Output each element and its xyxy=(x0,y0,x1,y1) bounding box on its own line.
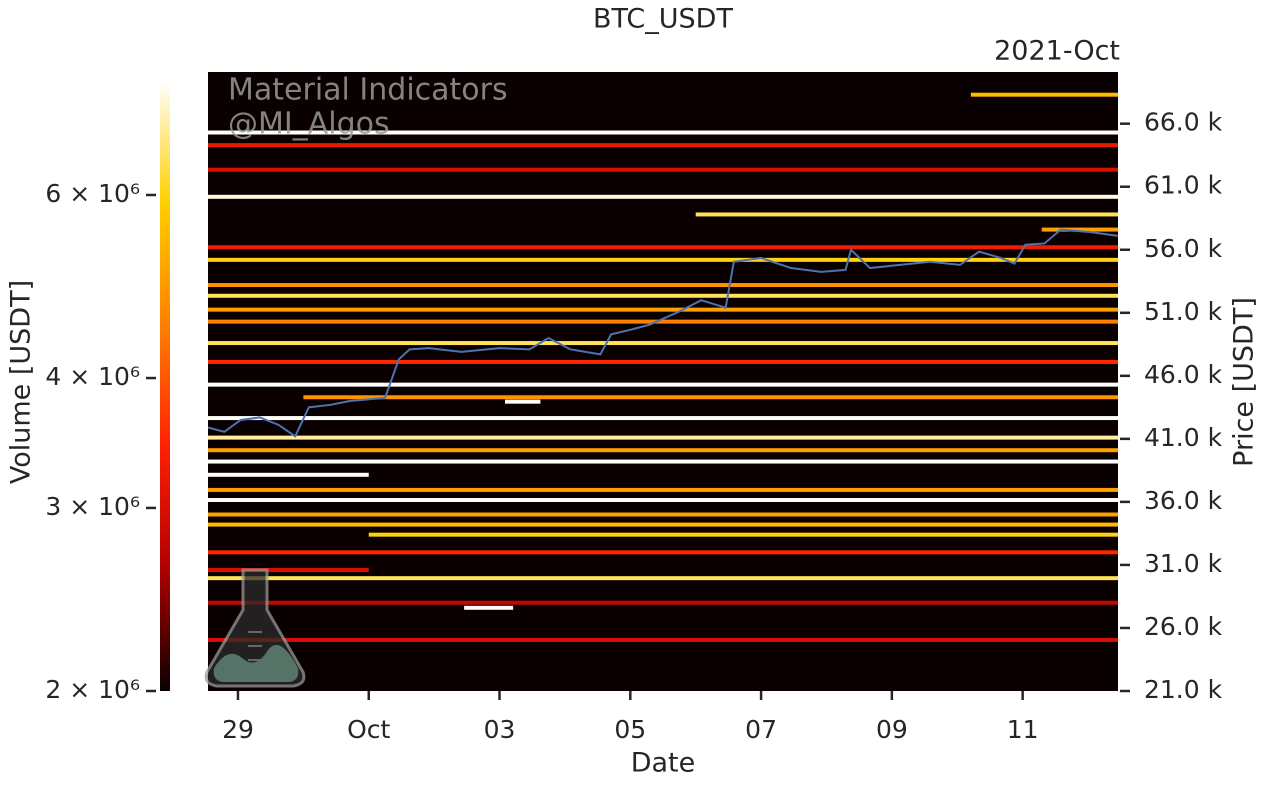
watermark: Material Indicators xyxy=(228,73,508,108)
heat-band xyxy=(208,359,1118,364)
y-tick-label: 31.0 k xyxy=(1144,549,1223,578)
heat-band xyxy=(208,448,1118,453)
y-tick-label: 26.0 k xyxy=(1144,612,1223,641)
heat-band xyxy=(208,307,1118,312)
heat-band xyxy=(208,567,369,572)
heat-band xyxy=(208,576,1118,581)
y-tick-label: 41.0 k xyxy=(1144,423,1223,452)
y-tick-label: 21.0 k xyxy=(1144,675,1223,704)
heat-band xyxy=(208,167,1118,172)
colorbar xyxy=(160,80,170,691)
heat-band xyxy=(1041,227,1118,232)
x-tick-label: 07 xyxy=(745,715,777,744)
heat-band xyxy=(208,522,1118,527)
heat-band xyxy=(208,293,1118,298)
heat-band xyxy=(208,130,1118,135)
x-tick-label: Oct xyxy=(347,715,390,744)
heatmap xyxy=(208,92,1119,642)
offset-label: 2021-Oct xyxy=(994,36,1120,67)
x-tick-label: 05 xyxy=(614,715,646,744)
heat-band xyxy=(695,212,1118,217)
colorbar-tick-label: 2 × 10⁶ xyxy=(45,675,140,704)
heat-band xyxy=(208,143,1118,148)
heat-band xyxy=(208,382,1118,387)
watermark: @MI_Algos xyxy=(228,107,390,142)
plot-area xyxy=(208,72,1118,691)
heat-band xyxy=(208,257,1118,262)
y-axis-label: Price [USDT] xyxy=(1229,297,1260,467)
heat-band xyxy=(208,600,1118,605)
x-tick-label: 29 xyxy=(222,715,254,744)
y-tick-label: 51.0 k xyxy=(1144,297,1223,326)
heat-band xyxy=(208,245,1118,250)
colorbar-tick-label: 4 × 10⁶ xyxy=(45,362,140,391)
colorbar-tick-label: 3 × 10⁶ xyxy=(45,492,140,521)
y-tick-label: 66.0 k xyxy=(1144,108,1223,137)
price-line xyxy=(207,228,1119,438)
heat-band xyxy=(208,512,1118,517)
heat-band xyxy=(208,459,1118,464)
x-tick-label: 09 xyxy=(876,715,908,744)
heat-band xyxy=(208,435,1118,440)
heat-band xyxy=(208,487,1118,492)
heat-band xyxy=(368,532,1118,537)
colorbar-tick-label: 6 × 10⁶ xyxy=(45,179,140,208)
heat-band xyxy=(208,472,369,477)
heat-band xyxy=(208,498,1118,503)
heat-band xyxy=(208,319,1118,324)
heat-band xyxy=(970,92,1118,97)
y-tick-label: 56.0 k xyxy=(1144,234,1223,263)
logo xyxy=(204,568,306,688)
x-tick-label: 03 xyxy=(484,715,516,744)
heat-band xyxy=(464,605,514,610)
chart-title: BTC_USDT xyxy=(593,4,733,35)
heat-band xyxy=(208,637,1118,642)
heat-band xyxy=(303,395,1119,400)
heat-band xyxy=(208,283,1118,288)
x-tick-label: 11 xyxy=(1007,715,1039,744)
heat-band xyxy=(208,550,1118,555)
colorbar-label: Volume [USDT] xyxy=(6,280,37,484)
y-tick-label: 46.0 k xyxy=(1144,360,1223,389)
y-tick-label: 61.0 k xyxy=(1144,171,1223,200)
heat-band xyxy=(208,341,1118,346)
heat-band xyxy=(208,416,1118,421)
heat-band xyxy=(504,399,541,404)
x-axis-label: Date xyxy=(631,748,696,779)
heat-band xyxy=(208,194,1118,199)
y-tick-label: 36.0 k xyxy=(1144,486,1223,515)
